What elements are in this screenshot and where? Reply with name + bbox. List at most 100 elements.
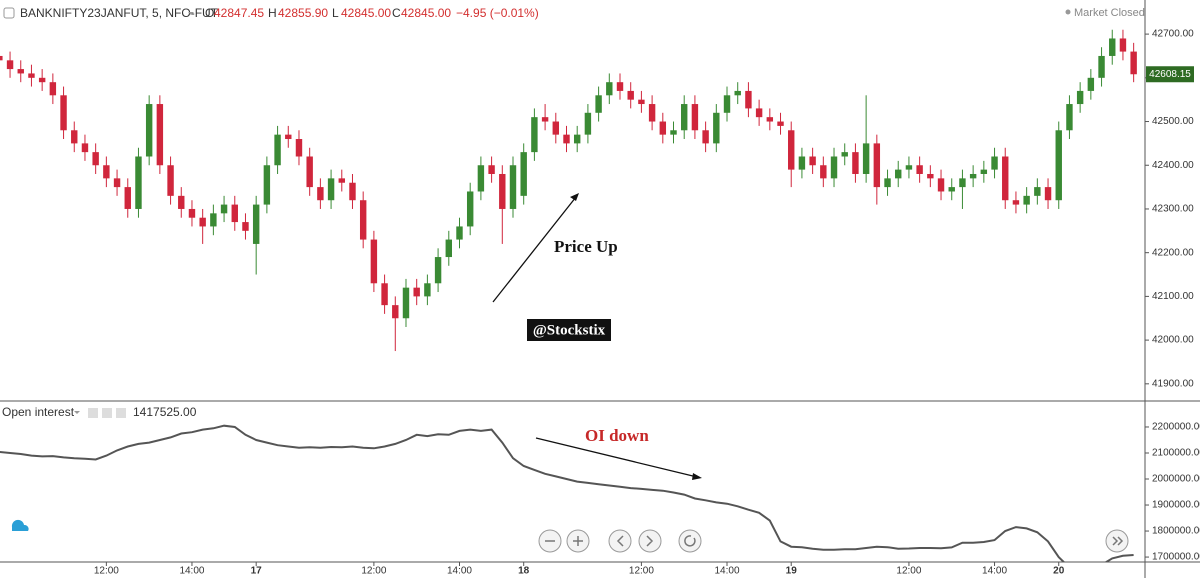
y-tick-label: 1700000.00 — [1152, 552, 1200, 563]
candle-body — [413, 287, 420, 297]
arrow-head — [692, 473, 702, 480]
candle-body — [317, 187, 324, 201]
candle-body — [862, 143, 870, 174]
candle-body — [135, 156, 142, 209]
candle-body — [777, 121, 784, 126]
candle-body — [402, 287, 410, 319]
candle-body — [895, 169, 902, 179]
candle-body — [1066, 104, 1073, 131]
candle-body — [156, 104, 164, 166]
dropdown-icon[interactable] — [74, 411, 80, 414]
candle-body — [959, 178, 966, 188]
collapse-icon[interactable] — [3, 7, 15, 19]
candle-body — [788, 130, 795, 170]
candle-body — [734, 90, 741, 96]
oi-line — [0, 424, 1134, 562]
candle-body — [595, 95, 602, 113]
candle-body — [28, 73, 35, 78]
candle-body — [627, 90, 634, 100]
x-tick-label: 18 — [518, 566, 530, 577]
x-tick-label: 12:00 — [94, 566, 119, 577]
reset-button[interactable] — [678, 529, 702, 553]
candle-body — [1034, 187, 1041, 196]
candle-body — [541, 117, 549, 122]
scroll-left-button[interactable] — [608, 529, 632, 553]
scroll-right-button[interactable] — [638, 529, 662, 553]
candle-body — [1044, 187, 1052, 201]
candle-body — [263, 165, 271, 205]
legend-label: C — [392, 6, 401, 20]
y-tick-label: 42300.00 — [1152, 204, 1194, 215]
candle-body — [584, 112, 592, 135]
dropdown-icon[interactable] — [188, 12, 194, 15]
toolbar — [538, 529, 1129, 553]
candle-body — [445, 239, 452, 258]
x-tick-label: 12:00 — [629, 566, 654, 577]
candle-body — [488, 165, 495, 174]
candle-body — [199, 217, 206, 227]
candle-body — [60, 95, 67, 131]
candle-body — [552, 121, 560, 135]
y-axis: 1700000.00 1800000.00 1900000.00 2000000.00… — [1145, 422, 1200, 563]
y-tick-label: 2100000.00 — [1152, 448, 1200, 459]
y-tick-label: 1900000.00 — [1152, 500, 1200, 511]
last-price-box — [1146, 66, 1194, 83]
candle-body — [210, 213, 217, 227]
candle-body — [755, 108, 763, 118]
candle-body — [295, 139, 303, 157]
candle-body — [434, 257, 442, 284]
candle-body — [1012, 200, 1020, 205]
y-tick-label: 1800000.00 — [1152, 526, 1200, 537]
candle-body — [188, 208, 196, 218]
candle-body — [252, 204, 260, 244]
visibility-icon[interactable] — [88, 408, 98, 418]
y-tick-label: 42100.00 — [1152, 291, 1194, 302]
legend-value: 42855.90 — [278, 6, 328, 20]
line-series — [0, 424, 1134, 562]
y-axis: 41900.00 42000.00 42100.00 42200.00 42300.00… — [1145, 29, 1194, 389]
x-tick-label: 14:00 — [447, 566, 472, 577]
legend-value: 42847.45 — [214, 6, 264, 20]
candle-body — [1098, 55, 1105, 78]
candle-body — [477, 165, 485, 192]
candle-body — [927, 173, 934, 179]
oi-value: 1417525.00 — [133, 405, 197, 419]
candle-body — [638, 99, 645, 105]
candle-body — [338, 178, 345, 183]
candle-body — [103, 165, 110, 179]
candle-body — [0, 55, 3, 61]
candle-body — [81, 143, 89, 153]
candle-body — [71, 130, 78, 144]
candle-body — [969, 173, 977, 179]
legend-label: H — [268, 6, 277, 20]
candle-body — [392, 305, 399, 319]
annotation: OI down — [585, 426, 649, 445]
candle-body — [231, 204, 238, 223]
settings-icon[interactable] — [102, 408, 112, 418]
candle-body — [820, 165, 827, 179]
candle-body — [370, 239, 378, 284]
x-axis: 12:00 14:00 17 12:00 14:00 18 12:00 14:00 19 12:0… — [94, 562, 1065, 577]
legend-label: O — [205, 6, 214, 20]
last-price-tag: 42608.15 — [1146, 66, 1194, 83]
candle-body — [702, 130, 709, 144]
remove-icon[interactable] — [116, 408, 126, 418]
candle-body — [49, 82, 57, 96]
candle-body — [681, 104, 688, 131]
x-tick-label: 12:00 — [896, 566, 921, 577]
candle-body — [466, 191, 474, 227]
candle-body — [92, 152, 99, 166]
candle-body — [38, 77, 46, 83]
candle-body — [1087, 77, 1095, 91]
y-tick-label: 41900.00 — [1152, 378, 1194, 389]
legend-label: L — [332, 6, 339, 20]
candle-body — [991, 156, 998, 170]
arrow-head — [570, 193, 579, 201]
x-tick-label: 17 — [251, 566, 263, 577]
y-tick-label: 42500.00 — [1152, 116, 1194, 127]
y-tick-label: 42400.00 — [1152, 160, 1194, 171]
candle-body — [766, 117, 774, 122]
last-price-label: 42608.15 — [1149, 69, 1191, 80]
candle-body — [573, 134, 581, 144]
